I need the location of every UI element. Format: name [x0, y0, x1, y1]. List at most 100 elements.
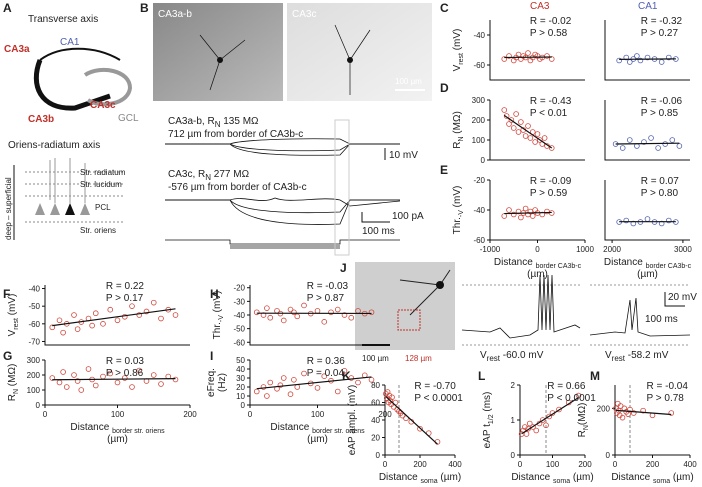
data-point — [384, 389, 391, 395]
label: CA3b — [28, 114, 54, 125]
y-axis-label: eAP ampl. (mV) — [347, 385, 358, 455]
x-tick-label: 100 — [546, 460, 560, 469]
label-part: R — [452, 142, 463, 149]
text: V — [605, 350, 612, 361]
data-point — [626, 137, 633, 143]
x-tick-label: 0 — [613, 460, 618, 469]
data-point — [501, 213, 508, 219]
data-point — [314, 385, 321, 391]
data-point — [274, 308, 280, 314]
y-tick-label: -60 — [473, 236, 485, 245]
data-point — [260, 312, 267, 318]
label: CA3a-b — [158, 9, 192, 20]
label: Oriens-radiatum axis — [8, 140, 100, 151]
text: 135 MΩ — [220, 116, 259, 127]
y-tick-label: 50 — [236, 356, 245, 365]
label: 128 µm — [405, 354, 432, 363]
data-point — [92, 382, 99, 389]
annotation: R = -0.09 — [530, 176, 572, 187]
label-part: border str. oriens — [312, 428, 365, 435]
data-point — [172, 376, 179, 383]
y-tick-label: 200 — [597, 404, 611, 413]
x-tick-label: 1000 — [576, 245, 594, 254]
panel-b: CA3a-b CA3c 100 µm CA3a-b, RN 135 MΩ 712… — [153, 3, 432, 256]
y-tick-label: -40 — [28, 285, 40, 294]
data-point — [321, 373, 328, 380]
data-point — [665, 54, 672, 61]
axis — [604, 20, 690, 81]
annotation: R = 0.07 — [641, 176, 680, 187]
scale-bar — [664, 292, 685, 307]
data-point — [644, 54, 651, 61]
data-point — [532, 139, 538, 145]
data-point — [71, 312, 77, 318]
data-point — [74, 378, 81, 384]
label: CA1 — [60, 37, 80, 48]
panel-letter: K — [342, 369, 351, 383]
label-part: border CA3b-c — [646, 263, 692, 270]
data-point — [49, 375, 56, 381]
data-point — [172, 312, 179, 318]
annotation: R = -0.32 — [641, 16, 683, 27]
y-tick-label: 300 — [27, 356, 41, 365]
gcl — [83, 67, 133, 107]
scale-label: 100 pA — [392, 211, 424, 222]
layer-lines — [25, 171, 125, 223]
label: Vrest -60.0 mV — [480, 350, 544, 363]
scale-bar — [361, 212, 390, 223]
data-point — [518, 119, 524, 125]
data-point — [253, 388, 260, 395]
data-point — [539, 417, 546, 423]
data-point — [280, 375, 287, 381]
data-point — [548, 56, 555, 62]
fit-line — [615, 409, 672, 416]
y-axis-label: Vrest (mV) — [452, 29, 465, 72]
y-axis-label: (Hz) — [217, 373, 228, 392]
label-part: V — [452, 64, 463, 71]
data-point — [121, 375, 128, 381]
data-point — [334, 388, 341, 395]
label-part: rest — [458, 53, 465, 65]
data-point — [267, 379, 274, 386]
panel-letter: L — [478, 369, 485, 383]
text: V — [480, 350, 487, 361]
neuron — [199, 24, 371, 95]
data-point — [533, 427, 540, 434]
data-point — [78, 387, 85, 393]
scale-label: 100 ms — [362, 226, 395, 237]
label-part: (µm) — [307, 434, 328, 445]
y-tick-label: -50 — [233, 325, 245, 334]
x-axis-label: (µm) — [107, 434, 128, 445]
axis — [489, 20, 585, 81]
data-point — [501, 56, 508, 62]
data-point — [314, 308, 321, 314]
data-point — [616, 57, 622, 64]
data-point — [301, 370, 307, 377]
label-part: Distance — [70, 422, 112, 433]
panel-letter: B — [140, 1, 149, 15]
label: CA3a — [4, 44, 30, 55]
data-point — [387, 397, 394, 404]
panel-letter: E — [440, 163, 448, 177]
fit-line — [52, 378, 176, 381]
label-part: Distance — [611, 472, 653, 483]
neurons — [35, 158, 90, 215]
label-part: (µm) — [438, 472, 462, 483]
annotation: P > 0.78 — [647, 393, 685, 404]
data-point — [291, 309, 297, 316]
annotation: R = -0.03 — [307, 281, 349, 292]
x-tick-label: 2000 — [603, 245, 621, 254]
y-axis-label: Thr.-V (mV) — [452, 186, 465, 235]
y-tick-label: 60 — [371, 399, 380, 408]
data-point — [267, 314, 274, 321]
soma — [347, 57, 353, 63]
data-point — [136, 367, 143, 374]
micrograph — [153, 3, 283, 101]
data-point — [510, 211, 517, 218]
annotation: R = -0.04 — [647, 381, 689, 392]
data-point — [158, 315, 164, 322]
data-point — [150, 299, 157, 306]
panel-letter: F — [3, 287, 10, 301]
data-point — [523, 431, 530, 437]
label-part: (mV) — [212, 291, 223, 315]
